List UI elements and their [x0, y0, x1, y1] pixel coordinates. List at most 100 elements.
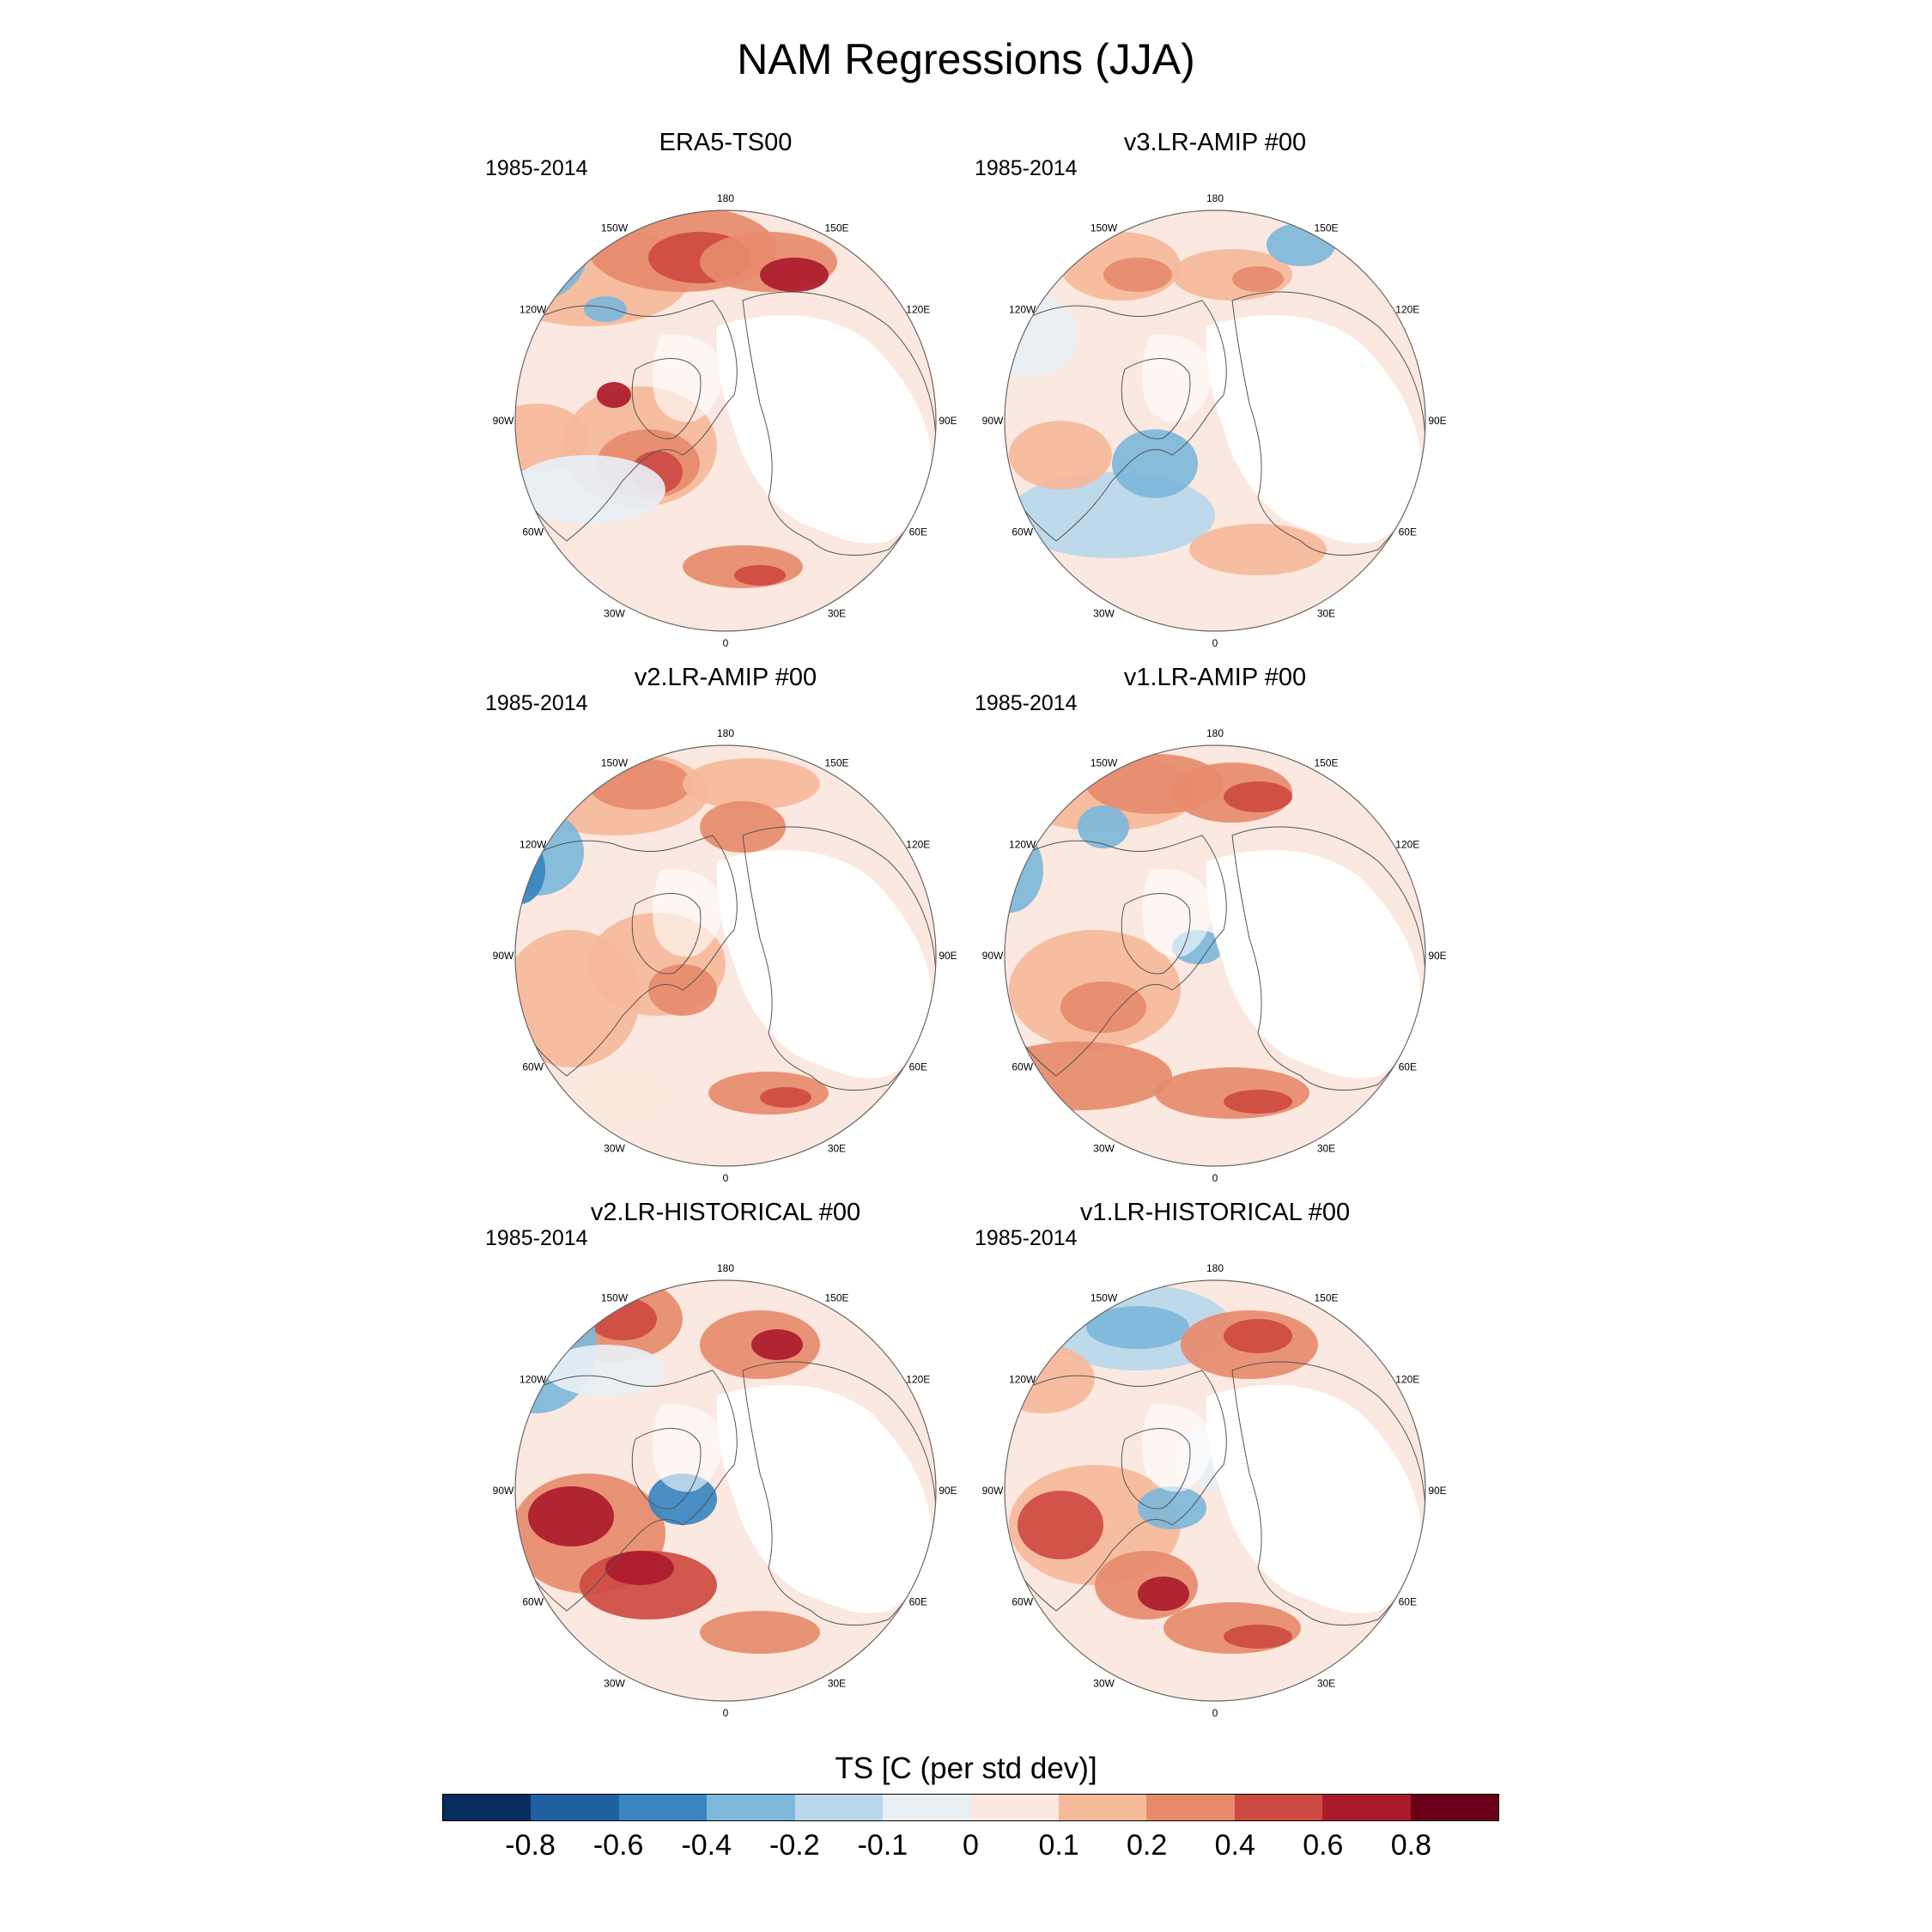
longitude-label: 150E: [824, 757, 848, 769]
coastline: [1231, 826, 1425, 1091]
anomaly-region: [545, 1345, 665, 1396]
longitude-label: 180: [717, 1262, 734, 1274]
panel-title: v1.LR-AMIP #00: [1123, 664, 1307, 691]
map-panel-v1-amip: v1.LR-AMIP #00 1985-2014 180 150E 120E 90E 6…: [975, 664, 1455, 1196]
colorbar-tick-label: -0.4: [681, 1829, 732, 1862]
longitude-label: 180: [1206, 1262, 1224, 1274]
coastline: [631, 893, 702, 975]
longitude-label: 180: [717, 192, 734, 204]
panel-period: 1985-2014: [975, 1226, 1078, 1250]
longitude-label: 120E: [1395, 304, 1419, 316]
coastline: [1121, 358, 1191, 440]
colorbar-box: [883, 1795, 971, 1820]
colorbar-tick-label: 0.8: [1390, 1829, 1432, 1862]
longitude-label: 150W: [1091, 757, 1118, 769]
colorbar-tick-label: 0.2: [1127, 1829, 1168, 1862]
longitude-label: 60E: [909, 1596, 927, 1608]
longitude-label: 150W: [1091, 1292, 1118, 1304]
longitude-label: 150W: [1091, 222, 1118, 234]
longitude-label: 60W: [1012, 526, 1033, 538]
colorbar-box: [531, 1795, 619, 1820]
longitude-label: 150W: [601, 222, 629, 234]
anomaly-region: [760, 1087, 811, 1108]
longitude-label: 0: [723, 1707, 729, 1719]
map-border: [514, 744, 937, 1167]
anomaly-region: [1078, 805, 1129, 848]
map-border: [1004, 1279, 1426, 1702]
colorbar: [442, 1794, 1499, 1821]
longitude-label: 90W: [493, 415, 514, 427]
longitude-label: 150E: [1314, 1292, 1338, 1304]
panel-period: 1985-2014: [485, 156, 588, 180]
arctic-region: [1141, 334, 1212, 422]
anomaly-region: [1005, 1345, 1095, 1413]
longitude-label: 0: [723, 1172, 729, 1184]
anomaly-region: [571, 1059, 674, 1127]
longitude-label: 90W: [493, 1485, 514, 1497]
coastline: [742, 1361, 936, 1626]
coastline: [1231, 1361, 1425, 1626]
longitude-label: 120E: [906, 839, 930, 851]
anomaly-region: [700, 1611, 820, 1654]
panel-title: v2.LR-AMIP #00: [634, 664, 817, 691]
anomaly-region: [1060, 981, 1146, 1033]
longitude-label: 90E: [1428, 950, 1446, 962]
longitude-label: 180: [1206, 192, 1224, 204]
longitude-label: 30W: [604, 607, 625, 619]
longitude-label: 90E: [939, 950, 957, 962]
longitude-label: 120E: [906, 304, 930, 316]
longitude-label: 120W: [519, 304, 547, 316]
longitude-label: 60W: [1012, 1061, 1033, 1073]
polar-map: 180 150E 120E 90E 60E 30E 0 30W 60W 90W 120W 150W: [493, 192, 957, 649]
longitude-label: 120W: [519, 1374, 547, 1386]
longitude-label: 120W: [1009, 304, 1036, 316]
polar-map: 180 150E 120E 90E 60E 30E 0 30W 60W 90W 120W 150W: [493, 727, 957, 1184]
anomaly-region: [1112, 429, 1198, 498]
anomaly-region: [515, 930, 640, 1067]
longitude-label: 30E: [1317, 1677, 1335, 1689]
colorbar-box: [1058, 1795, 1147, 1820]
colorbar-box: [707, 1795, 795, 1820]
anomaly-region: [1224, 1319, 1292, 1353]
map-field: [1005, 210, 1425, 631]
panel-period: 1985-2014: [975, 156, 1078, 180]
arctic-region: [652, 869, 722, 957]
anomaly-region: [1138, 1486, 1206, 1529]
longitude-label: 0: [1212, 637, 1218, 649]
longitude-label: 30W: [1093, 1677, 1115, 1689]
polar-map: 180 150E 120E 90E 60E 30E 0 30W 60W 90W 120W 150W: [982, 1262, 1447, 1719]
longitude-label: 180: [1206, 727, 1224, 739]
coastline: [631, 358, 702, 440]
longitude-label: 60W: [522, 1061, 544, 1073]
polar-map: 180 150E 120E 90E 60E 30E 0 30W 60W 90W 120W 150W: [493, 1262, 957, 1719]
map-border: [514, 210, 937, 632]
longitude-label: 90E: [939, 1485, 957, 1497]
polar-map: 180 150E 120E 90E 60E 30E 0 30W 60W 90W 120W 150W: [982, 192, 1447, 649]
longitude-label: 120E: [906, 1374, 930, 1386]
map-panel-v2-historical: v2.LR-HISTORICAL #00 1985-2014 180 150E 12…: [485, 1199, 966, 1731]
map-panel-v1-historical: v1.LR-HISTORICAL #00 1985-2014 180 150E 12…: [975, 1199, 1455, 1731]
longitude-label: 30E: [828, 607, 846, 619]
anomaly-region: [1224, 1625, 1292, 1649]
anomaly-region: [760, 258, 829, 292]
longitude-label: 60E: [1399, 1061, 1417, 1073]
coastline: [1121, 1428, 1191, 1510]
longitude-label: 90W: [493, 950, 514, 962]
map-border: [514, 1279, 937, 1702]
panel-title: v2.LR-HISTORICAL #00: [590, 1199, 861, 1226]
anomaly-region: [515, 228, 558, 296]
longitude-label: 90E: [939, 415, 957, 427]
longitude-label: 150W: [601, 1292, 629, 1304]
longitude-label: 150E: [824, 222, 848, 234]
colorbar-title: TS [C (per std dev)]: [835, 1752, 1097, 1785]
colorbar-box: [443, 1795, 532, 1820]
arctic-region: [652, 1404, 722, 1492]
anomaly-region: [1138, 1577, 1189, 1611]
anomaly-region: [1005, 1042, 1172, 1110]
panel-period: 1985-2014: [485, 691, 588, 715]
longitude-label: 30W: [1093, 607, 1115, 619]
longitude-label: 30W: [604, 1142, 625, 1154]
anomaly-region: [515, 455, 665, 524]
longitude-label: 30W: [604, 1677, 625, 1689]
colorbar-box: [794, 1795, 884, 1820]
